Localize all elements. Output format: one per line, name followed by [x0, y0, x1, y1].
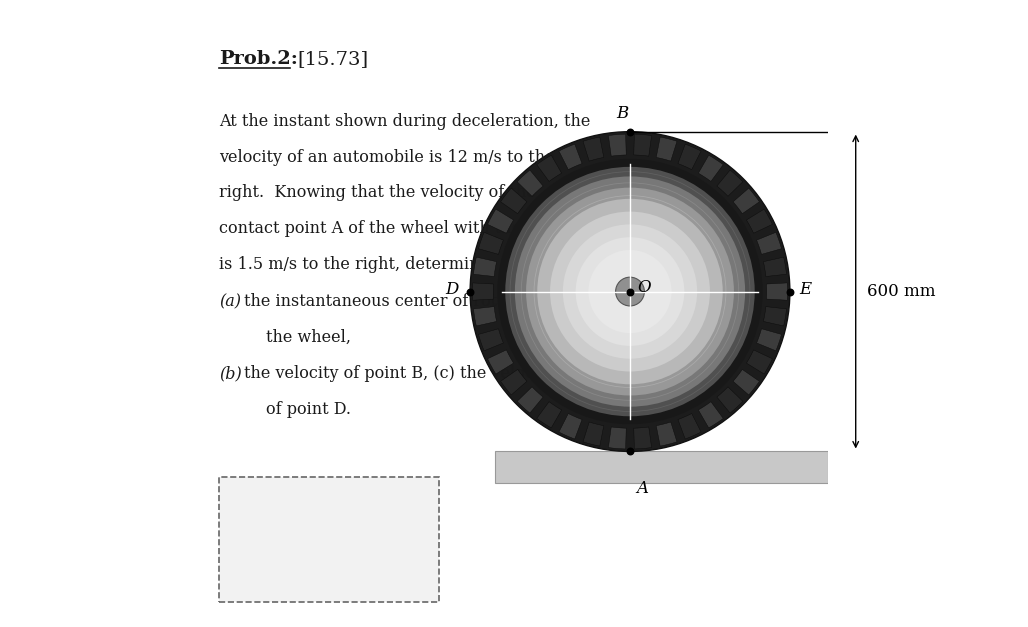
Text: v_D = 15.94m/s −41.2°: v_D = 15.94m/s −41.2° — [228, 570, 410, 585]
Polygon shape — [609, 134, 626, 156]
Polygon shape — [656, 137, 677, 161]
Circle shape — [616, 277, 645, 306]
Polygon shape — [609, 427, 626, 449]
Polygon shape — [474, 307, 497, 326]
Text: O: O — [637, 279, 651, 297]
Text: D: D — [445, 281, 458, 298]
Polygon shape — [517, 170, 543, 196]
Polygon shape — [764, 307, 786, 326]
Text: contact point A of the wheel with the ground: contact point A of the wheel with the gr… — [219, 220, 585, 237]
Text: is 1.5 m/s to the right, determine:: is 1.5 m/s to the right, determine: — [219, 256, 494, 273]
Polygon shape — [733, 188, 760, 214]
Polygon shape — [717, 387, 743, 413]
Text: the wheel,: the wheel, — [266, 329, 352, 346]
Polygon shape — [733, 369, 760, 395]
Polygon shape — [583, 422, 603, 446]
Text: Prob.2:: Prob.2: — [219, 50, 298, 68]
Text: velocity of an automobile is 12 m/s to the: velocity of an automobile is 12 m/s to t… — [219, 149, 555, 166]
Polygon shape — [583, 137, 603, 161]
Text: 600 mm: 600 mm — [867, 283, 935, 300]
Circle shape — [526, 187, 734, 396]
Polygon shape — [698, 155, 724, 181]
Text: A: A — [636, 480, 649, 497]
Circle shape — [538, 199, 723, 384]
Polygon shape — [746, 350, 772, 374]
Bar — [495, 451, 828, 483]
Text: the instantaneous center of rotation of: the instantaneous center of rotation of — [245, 293, 559, 310]
Polygon shape — [656, 422, 677, 446]
Polygon shape — [501, 188, 527, 214]
Point — [781, 287, 798, 297]
Text: [15.73]: [15.73] — [298, 50, 369, 68]
Text: v_B = 22.5m/s →: v_B = 22.5m/s → — [228, 531, 358, 546]
Point — [622, 127, 638, 137]
Polygon shape — [474, 257, 497, 277]
Polygon shape — [517, 387, 543, 413]
Text: At the instant shown during deceleration, the: At the instant shown during deceleration… — [219, 113, 591, 130]
Polygon shape — [698, 402, 724, 428]
Circle shape — [588, 250, 671, 333]
Circle shape — [563, 224, 697, 359]
Circle shape — [550, 211, 710, 371]
Point — [622, 287, 638, 297]
Text: ICR lies 0.0428m below A: ICR lies 0.0428m below A — [228, 492, 429, 506]
Polygon shape — [487, 209, 514, 233]
Polygon shape — [537, 402, 561, 428]
Polygon shape — [478, 233, 504, 255]
Polygon shape — [559, 414, 582, 439]
Polygon shape — [677, 414, 701, 439]
Polygon shape — [634, 427, 652, 449]
Text: B: B — [616, 105, 628, 122]
Polygon shape — [634, 134, 652, 156]
Circle shape — [498, 159, 763, 424]
Polygon shape — [677, 144, 701, 169]
Text: (a): (a) — [219, 293, 242, 310]
Polygon shape — [746, 209, 772, 233]
Text: (b): (b) — [219, 365, 242, 382]
Point — [622, 446, 638, 456]
Circle shape — [515, 176, 745, 407]
Polygon shape — [717, 170, 743, 196]
FancyBboxPatch shape — [219, 477, 439, 602]
Polygon shape — [757, 233, 781, 255]
Polygon shape — [767, 283, 787, 300]
Circle shape — [576, 237, 685, 346]
Polygon shape — [764, 257, 786, 277]
Polygon shape — [537, 155, 561, 181]
Polygon shape — [757, 329, 781, 350]
Polygon shape — [487, 350, 514, 374]
Polygon shape — [473, 283, 493, 300]
Circle shape — [506, 167, 755, 416]
Text: right.  Knowing that the velocity of the: right. Knowing that the velocity of the — [219, 184, 536, 201]
Polygon shape — [559, 144, 582, 169]
Circle shape — [470, 132, 790, 451]
Text: of point D.: of point D. — [266, 401, 352, 418]
Text: E: E — [800, 281, 811, 298]
Polygon shape — [501, 369, 527, 395]
Polygon shape — [478, 329, 504, 350]
Text: the velocity of point B, (c) the velocity: the velocity of point B, (c) the velocit… — [245, 365, 555, 382]
Point — [462, 287, 478, 297]
